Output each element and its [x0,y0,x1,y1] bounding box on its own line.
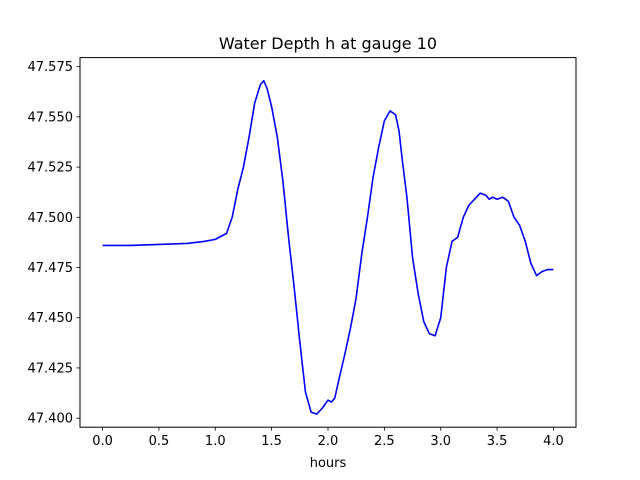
x-tick-label: 3.5 [487,434,508,449]
y-tick-label: 47.575 [28,60,74,75]
x-tick-label: 3.0 [430,434,451,449]
x-axis-label: hours [310,456,347,471]
y-tick-label: 47.525 [28,161,74,176]
x-tick-label: 1.5 [261,434,282,449]
y-tick-label: 47.475 [28,261,74,276]
series-line-0 [102,79,554,415]
chart-title: Water Depth h at gauge 10 [219,34,437,53]
y-tick-label: 47.425 [28,361,74,376]
y-axis: 47.400 47.425 47.450 47.475 47.500 47.525 47.5… [28,60,80,427]
x-tick-label: 0.0 [92,434,113,449]
x-tick-label: 2.0 [318,434,339,449]
y-tick-label: 47.550 [28,110,74,125]
y-tick-label: 47.500 [28,211,74,226]
y-tick-label: 47.450 [28,311,74,326]
x-tick-label: 1.0 [205,434,226,449]
x-axis: 0.0 0.5 1.0 1.5 2.0 2.5 3.0 3.5 4.0 [92,427,564,449]
x-tick-label: 0.5 [149,434,170,449]
x-tick-label: 4.0 [543,434,564,449]
plot-frame [79,57,577,428]
x-tick-label: 2.5 [374,434,395,449]
plot-area [102,79,554,415]
y-tick-label: 47.400 [28,412,74,427]
